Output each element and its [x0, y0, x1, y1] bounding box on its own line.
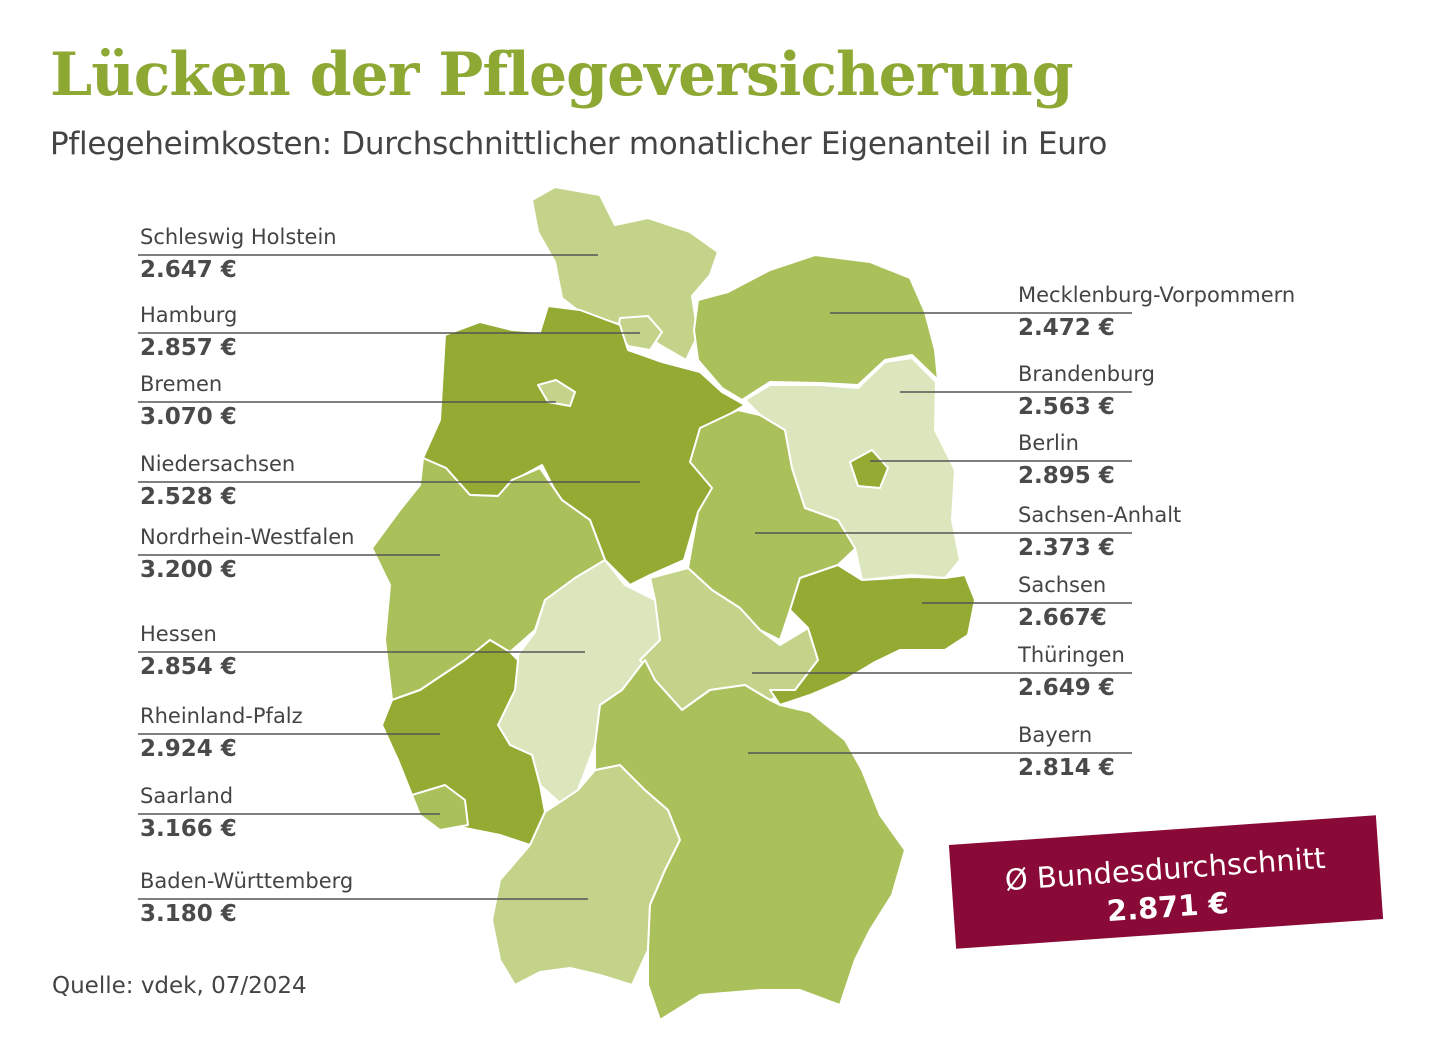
state-label-sachsen-anhalt: Sachsen-Anhalt 2.373 €	[1018, 503, 1181, 561]
state-name: Brandenburg	[1018, 362, 1156, 386]
state-label-brandenburg: Brandenburg 2.563 €	[1018, 362, 1155, 420]
state-value: 2.563 €	[1018, 394, 1115, 420]
state-name: Saarland	[140, 784, 234, 808]
state-value: 2.649 €	[1018, 675, 1115, 701]
state-label-schleswig-holstein: Schleswig Holstein 2.647 €	[140, 225, 337, 283]
state-label-baden-wuerttemberg: Baden-Württemberg 3.180 €	[140, 869, 353, 927]
state-label-bremen: Bremen 3.070 €	[140, 372, 237, 430]
state-value: 3.180 €	[140, 901, 237, 927]
state-value: 3.200 €	[140, 557, 237, 583]
state-name: Thüringen	[1018, 643, 1125, 667]
state-value: 2.472 €	[1018, 315, 1115, 341]
state-value: 2.857 €	[140, 335, 237, 361]
state-label-sachsen: Sachsen 2.667€	[1018, 573, 1107, 631]
state-name: Bremen	[140, 372, 223, 396]
state-name: Mecklenburg-Vorpommern	[1018, 283, 1296, 307]
state-value: 2.854 €	[140, 654, 237, 680]
state-label-nordrhein-westfalen: Nordrhein-Westfalen 3.200 €	[140, 525, 354, 583]
state-label-mecklenburg-vorpommern: Mecklenburg-Vorpommern 2.472 €	[1018, 283, 1295, 341]
region-schleswig-holstein	[531, 186, 719, 361]
state-name: Sachsen	[1018, 573, 1107, 597]
state-label-niedersachsen: Niedersachsen 2.528 €	[140, 452, 295, 510]
state-value: 2.528 €	[140, 484, 237, 510]
state-value: 2.814 €	[1018, 755, 1115, 781]
state-value: 2.924 €	[140, 736, 237, 762]
state-value: 2.647 €	[140, 257, 237, 283]
state-name: Berlin	[1018, 431, 1079, 455]
state-label-bayern: Bayern 2.814 €	[1018, 723, 1115, 781]
state-value: 3.070 €	[140, 404, 237, 430]
state-label-thueringen: Thüringen 2.649 €	[1018, 643, 1125, 701]
region-bremen	[537, 379, 576, 407]
state-value: 2.667€	[1018, 605, 1107, 631]
state-label-hessen: Hessen 2.854 €	[140, 622, 237, 680]
state-name: Niedersachsen	[140, 452, 296, 476]
state-name: Baden-Württemberg	[140, 869, 354, 893]
source-note: Quelle: vdek, 07/2024	[52, 973, 307, 999]
state-name: Schleswig Holstein	[140, 225, 337, 249]
state-name: Bayern	[1018, 723, 1093, 747]
map-title: Lücken der Pflegeversicherung	[50, 40, 1074, 110]
state-name: Rheinland-Pfalz	[140, 704, 303, 728]
region-saarland	[411, 784, 469, 831]
state-label-berlin: Berlin 2.895 €	[1018, 431, 1115, 489]
state-label-rheinland-pfalz: Rheinland-Pfalz 2.924 €	[140, 704, 303, 762]
state-label-saarland: Saarland 3.166 €	[140, 784, 237, 842]
region-sachsen	[769, 564, 976, 706]
state-name: Nordrhein-Westfalen	[140, 525, 355, 549]
map-subtitle: Pflegeheimkosten: Durchschnittlicher mon…	[50, 126, 1108, 162]
region-bayern	[594, 659, 906, 1021]
state-label-hamburg: Hamburg 2.857 €	[140, 303, 237, 361]
state-name: Sachsen-Anhalt	[1018, 503, 1182, 527]
state-value: 3.166 €	[140, 816, 237, 842]
state-value: 2.373 €	[1018, 535, 1115, 561]
region-berlin	[849, 449, 889, 489]
state-value: 2.895 €	[1018, 463, 1115, 489]
region-mecklenburg-vorpommern	[693, 254, 939, 401]
state-name: Hessen	[140, 622, 217, 646]
state-name: Hamburg	[140, 303, 238, 327]
